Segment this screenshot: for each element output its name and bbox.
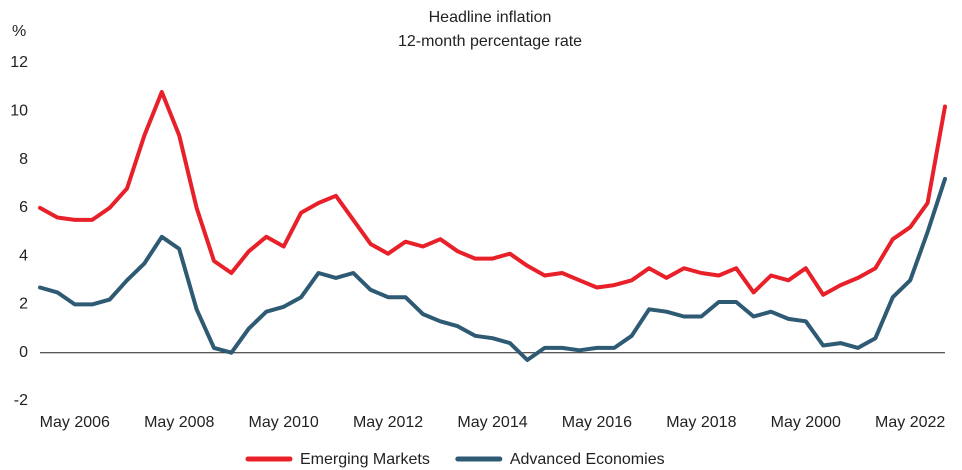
y-tick-label: 4 [19,247,28,264]
x-tick-label: May 2018 [666,414,736,431]
y-tick-label: 12 [10,54,28,71]
x-tick-label: May 2006 [40,414,110,431]
series-line [38,176,947,362]
legend-label: Emerging Markets [300,451,430,468]
x-tick-label: May 2014 [457,414,527,431]
series-line [38,90,947,297]
y-tick-label: 2 [19,296,28,313]
x-tick-label: May 2016 [562,414,632,431]
chart-subtitle: 12-month percentage rate [398,33,582,50]
y-tick-label: -2 [14,392,28,409]
y-tick-label: 0 [19,344,28,361]
legend-label: Advanced Economies [510,451,665,468]
x-tick-label: May 2000 [771,414,841,431]
y-tick-label: 10 [10,103,28,120]
y-axis-label: % [12,23,26,40]
x-tick-label: May 2012 [353,414,423,431]
x-tick-label: May 2008 [144,414,214,431]
x-tick-label: May 2022 [875,414,945,431]
y-tick-label: 8 [19,151,28,168]
chart-title: Headline inflation [429,9,552,26]
x-tick-label: May 2010 [249,414,319,431]
y-tick-label: 6 [19,199,28,216]
